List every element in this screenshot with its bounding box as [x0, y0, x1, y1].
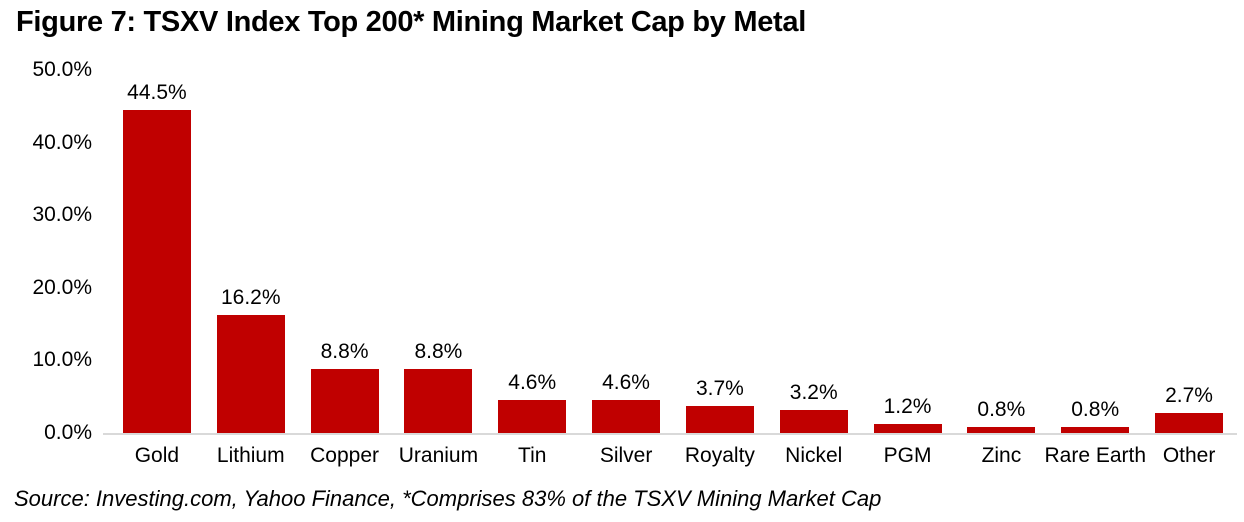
bar-tin — [498, 399, 567, 433]
bar-value-label-zinc: 0.8% — [977, 398, 1026, 422]
bar-slot-rare-earth: 0.8% — [1048, 398, 1142, 433]
bar-slot-silver: 4.6% — [579, 371, 673, 433]
x-axis-category-label-royalty: Royalty — [684, 444, 755, 467]
y-axis-tick-label: 30.0% — [32, 203, 92, 227]
x-axis-category-label-other: Other — [1162, 444, 1216, 467]
y-axis-tick-label: 50.0% — [32, 58, 92, 81]
x-axis-category-label-nickel: Nickel — [785, 444, 843, 467]
source-note: Source: Investing.com, Yahoo Finance, *C… — [14, 486, 882, 511]
bar-value-label-nickel: 3.2% — [789, 380, 838, 404]
bar-nickel — [779, 409, 848, 433]
bar-silver — [592, 399, 661, 433]
y-axis-tick-label: 0.0% — [44, 421, 92, 444]
x-axis-category-label-gold: Gold — [134, 444, 180, 467]
bar-pgm — [873, 424, 942, 433]
bar-value-label-other: 2.7% — [1165, 384, 1213, 408]
bar-copper — [310, 369, 379, 433]
bar-slot-uranium: 8.8% — [391, 340, 485, 433]
x-axis-category-label-uranium: Uranium — [398, 444, 479, 467]
bar-value-label-gold: 44.5% — [127, 80, 187, 104]
x-axis-category-label-silver: Silver — [599, 444, 653, 467]
bar-slot-nickel: 3.2% — [767, 381, 861, 433]
bar-slot-copper: 8.8% — [298, 340, 392, 433]
bar-rare-earth — [1061, 427, 1130, 433]
bar-value-label-silver: 4.6% — [602, 370, 650, 394]
bar-other — [1155, 413, 1224, 433]
x-axis-line — [103, 433, 1237, 435]
bar-gold — [122, 109, 191, 433]
x-axis-category-label-rare-earth: Rare Earth — [1044, 444, 1147, 467]
bar-slot-pgm: 1.2% — [861, 395, 955, 433]
y-axis-tick-label: 40.0% — [32, 130, 92, 154]
bar-value-label-tin: 4.6% — [508, 370, 557, 394]
x-axis-category-label-pgm: PGM — [883, 444, 932, 467]
bar-slot-lithium: 16.2% — [204, 286, 298, 433]
chart-title: Figure 7: TSXV Index Top 200* Mining Mar… — [16, 6, 806, 38]
bar-value-label-royalty: 3.7% — [695, 377, 744, 401]
bar-slot-zinc: 0.8% — [954, 398, 1048, 433]
x-axis-category-label-tin: Tin — [518, 444, 547, 467]
y-axis-tick-label: 20.0% — [32, 275, 92, 299]
bar-value-label-pgm: 1.2% — [883, 395, 932, 419]
x-axis-category-label-zinc: Zinc — [981, 444, 1022, 467]
x-axis-category-label-copper: Copper — [310, 444, 380, 467]
bar-slot-royalty: 3.7% — [673, 377, 767, 433]
bar-slot-other: 2.7% — [1142, 384, 1236, 433]
bar-value-label-uranium: 8.8% — [414, 340, 463, 364]
bar-value-label-copper: 8.8% — [320, 340, 369, 364]
x-axis-category-label-lithium: Lithium — [216, 444, 285, 467]
y-axis-tick-label: 10.0% — [32, 348, 92, 372]
bar-uranium — [404, 369, 473, 433]
plot-area: 44.5% 16.2% 8.8% 8.8% 4.6% 4.6% 3.7% 3.2% 1.2% 0.… — [110, 70, 1236, 433]
bar-zinc — [967, 427, 1036, 433]
bar-value-label-rare-earth: 0.8% — [1071, 398, 1120, 422]
bar-royalty — [685, 406, 754, 433]
bar-value-label-lithium: 16.2% — [220, 286, 281, 310]
bar-slot-tin: 4.6% — [485, 371, 579, 433]
bar-slot-gold: 44.5% — [110, 81, 204, 433]
bar-lithium — [216, 315, 285, 433]
